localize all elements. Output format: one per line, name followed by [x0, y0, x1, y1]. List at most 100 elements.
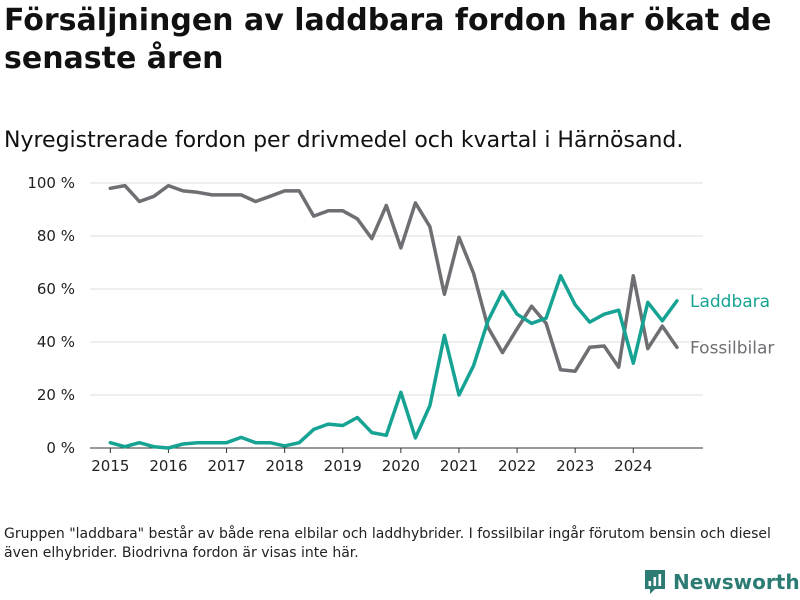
data-point-laddbara	[530, 322, 533, 325]
data-point-laddbara	[167, 447, 170, 450]
data-point-fossil	[588, 346, 591, 349]
data-point-fossil	[501, 351, 504, 354]
axes: 0 % 20 % 40 % 60 % 80 % 100 % 2015 2016 2017 2018…	[27, 174, 652, 475]
data-point-laddbara	[123, 445, 126, 448]
data-point-fossil	[443, 293, 446, 296]
series-label-fossil: Fossilbilar	[690, 338, 774, 358]
data-point-laddbara	[443, 334, 446, 337]
data-point-laddbara	[428, 404, 431, 407]
data-point-fossil	[399, 246, 402, 249]
x-tick-label: 2021	[440, 457, 478, 475]
data-point-fossil	[632, 274, 635, 277]
data-point-fossil	[414, 201, 417, 204]
data-point-laddbara	[385, 434, 388, 437]
data-point-fossil	[327, 209, 330, 212]
data-point-laddbara	[327, 423, 330, 426]
data-point-fossil	[167, 184, 170, 187]
data-point-fossil	[138, 200, 141, 203]
data-point-fossil	[254, 200, 257, 203]
data-point-laddbara	[501, 290, 504, 293]
data-point-laddbara	[399, 391, 402, 394]
data-point-laddbara	[516, 313, 519, 316]
y-tick-label: 100 %	[27, 174, 75, 192]
line-chart: 0 % 20 % 40 % 60 % 80 % 100 % 2015 2016 2017 2018…	[27, 174, 774, 475]
data-point-laddbara	[211, 441, 214, 444]
data-point-fossil	[312, 215, 315, 218]
x-tick-label: 2017	[207, 457, 245, 475]
data-point-laddbara	[312, 428, 315, 431]
data-point-fossil	[283, 189, 286, 192]
data-point-laddbara	[356, 416, 359, 419]
data-point-laddbara	[109, 441, 112, 444]
series	[108, 183, 679, 450]
data-point-fossil	[370, 237, 373, 240]
x-tick-label: 2024	[614, 457, 652, 475]
data-point-fossil	[428, 225, 431, 228]
data-point-fossil	[385, 204, 388, 207]
series-label-laddbara: Laddbara	[690, 292, 770, 312]
data-point-fossil	[211, 193, 214, 196]
data-point-fossil	[181, 189, 184, 192]
data-point-laddbara	[254, 441, 257, 444]
data-point-fossil	[109, 187, 112, 190]
data-point-laddbara	[617, 309, 620, 312]
data-point-fossil	[123, 184, 126, 187]
data-point-laddbara	[138, 441, 141, 444]
data-point-fossil	[675, 346, 678, 349]
data-point-fossil	[240, 193, 243, 196]
data-point-laddbara	[240, 436, 243, 439]
data-point-fossil	[225, 193, 228, 196]
data-point-fossil	[574, 370, 577, 373]
data-point-fossil	[530, 305, 533, 308]
y-tick-label: 60 %	[37, 280, 75, 298]
series-line-fossil	[108, 183, 679, 373]
y-tick-label: 80 %	[37, 227, 75, 245]
data-point-laddbara	[341, 424, 344, 427]
data-point-fossil	[646, 347, 649, 350]
footnote: Gruppen "laddbara" består av både rena e…	[4, 526, 771, 561]
data-point-fossil	[559, 368, 562, 371]
data-point-fossil	[516, 327, 519, 330]
brand-name: Newsworthy	[673, 570, 800, 594]
data-point-laddbara	[298, 441, 301, 444]
data-point-laddbara	[370, 431, 373, 434]
data-point-laddbara	[574, 303, 577, 306]
data-point-fossil	[472, 272, 475, 275]
series-labels: Laddbara Fossilbilar	[690, 292, 774, 358]
data-point-laddbara	[269, 441, 272, 444]
data-point-laddbara	[457, 394, 460, 397]
data-point-laddbara	[181, 443, 184, 446]
data-point-laddbara	[487, 319, 490, 322]
y-tick-label: 20 %	[37, 386, 75, 404]
data-point-fossil	[196, 191, 199, 194]
y-tick-label: 0 %	[46, 439, 75, 457]
data-point-laddbara	[414, 436, 417, 439]
x-tick-label: 2019	[324, 457, 362, 475]
data-point-fossil	[269, 195, 272, 198]
y-tick-label: 40 %	[37, 333, 75, 351]
data-point-fossil	[152, 195, 155, 198]
x-tick-label: 2016	[149, 457, 187, 475]
x-tick-label: 2020	[382, 457, 420, 475]
data-point-fossil	[617, 366, 620, 369]
brand[interactable]: Newsworthy	[643, 569, 800, 595]
data-point-laddbara	[675, 299, 678, 302]
data-point-fossil	[457, 236, 460, 239]
data-point-laddbara	[646, 301, 649, 304]
data-point-laddbara	[588, 321, 591, 324]
data-point-fossil	[545, 322, 548, 325]
data-point-laddbara	[472, 364, 475, 367]
data-point-laddbara	[225, 441, 228, 444]
chart-subtitle: Nyregistrerade fordon per drivmedel och …	[4, 128, 684, 153]
data-point-fossil	[661, 325, 664, 328]
data-point-fossil	[356, 217, 359, 220]
data-point-laddbara	[603, 313, 606, 316]
data-point-laddbara	[283, 444, 286, 447]
x-tick-label: 2018	[266, 457, 304, 475]
data-point-laddbara	[632, 362, 635, 365]
data-point-fossil	[603, 344, 606, 347]
series-line-laddbara	[108, 274, 679, 450]
data-point-laddbara	[545, 317, 548, 320]
newsworthy-logo-icon	[645, 570, 665, 594]
data-point-fossil	[298, 189, 301, 192]
